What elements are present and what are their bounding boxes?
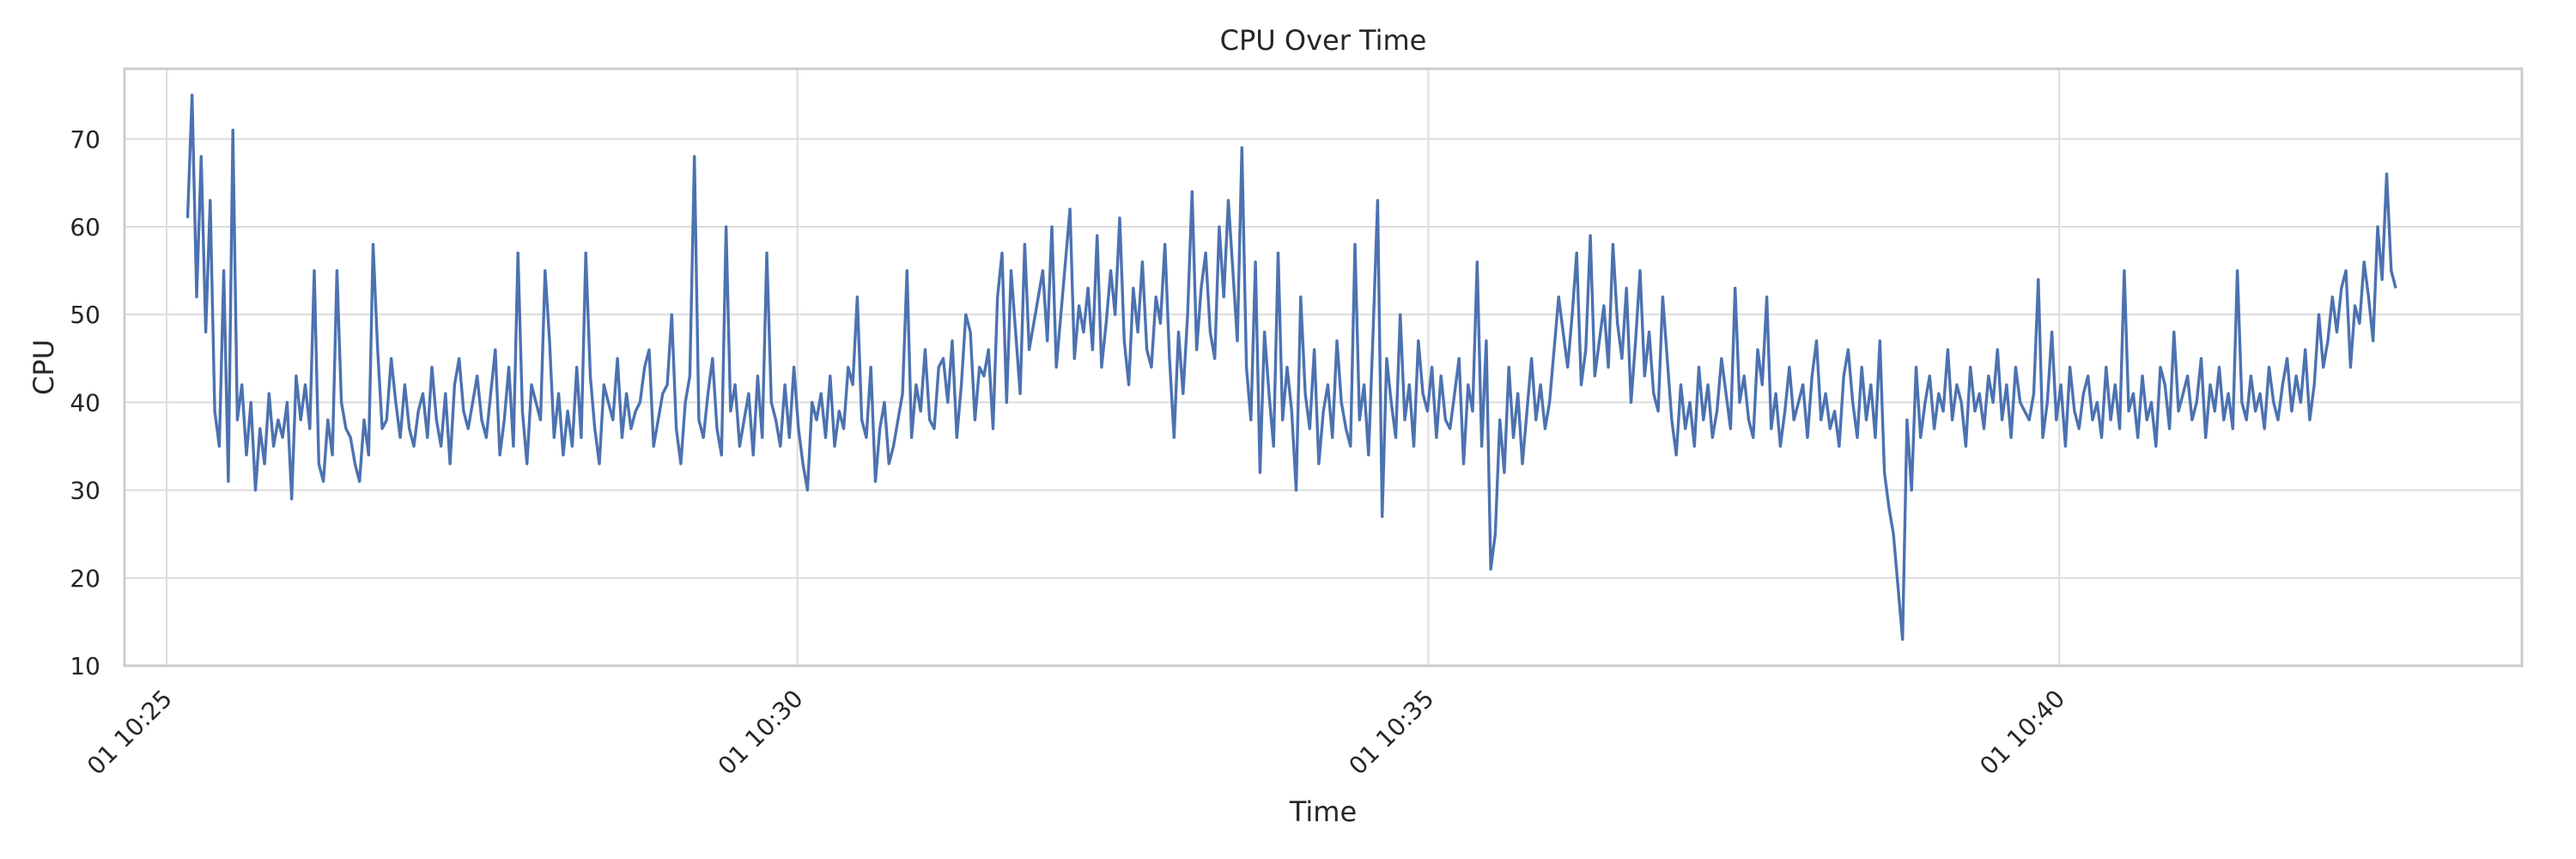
y-tick-label: 20 (70, 564, 100, 593)
series-line-cpu (185, 94, 2397, 641)
chart-title: CPU Over Time (1220, 24, 1427, 57)
x-tick-label: 01 10:35 (1344, 685, 1440, 781)
y-axis-label: CPU (27, 339, 60, 395)
y-tick-label: 30 (70, 477, 100, 505)
x-axis-label: Time (1289, 795, 1357, 828)
y-axis-ticks: 10 20 30 40 50 60 70 (70, 125, 100, 680)
grid-lines (125, 69, 2522, 667)
y-tick-label: 50 (70, 301, 100, 329)
x-tick-label: 01 10:40 (1974, 685, 2070, 781)
x-axis-ticks: 01 10:25 01 10:30 01 10:35 01 10:40 (82, 685, 2070, 781)
y-tick-label: 70 (70, 125, 100, 154)
x-tick-label: 01 10:25 (82, 685, 178, 781)
x-tick-label: 01 10:30 (713, 685, 809, 781)
y-tick-label: 40 (70, 388, 100, 417)
plot-area-frame (123, 67, 2524, 667)
y-tick-label: 10 (70, 652, 100, 680)
y-tick-label: 60 (70, 213, 100, 241)
